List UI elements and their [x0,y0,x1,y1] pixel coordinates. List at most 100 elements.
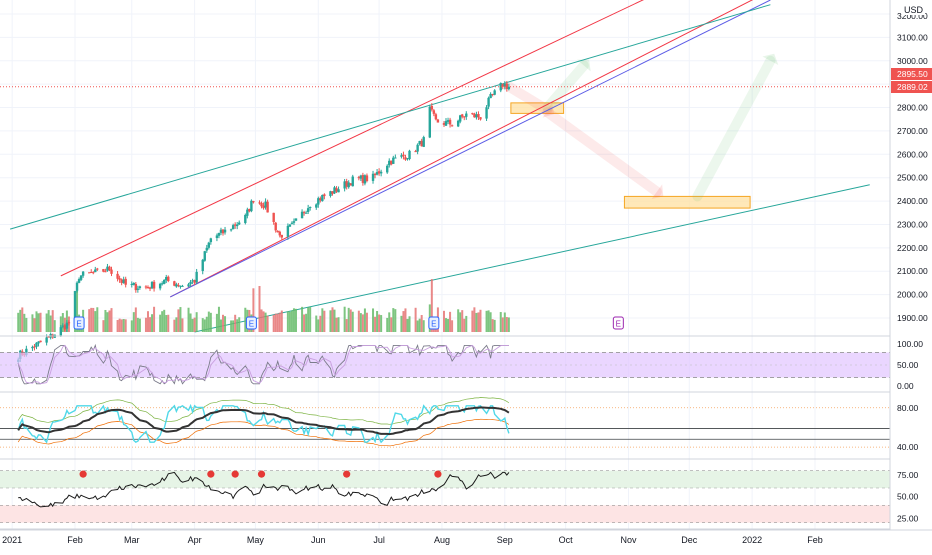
candle-body [475,114,478,118]
price-tick-label: 3000.00 [897,56,928,66]
volume-bar [159,314,162,332]
volume-bar [149,317,152,332]
candle-body [79,275,83,280]
candle-body [404,157,407,160]
candle-body [205,247,208,251]
volume-bar [416,320,419,332]
trend-line [9,4,771,230]
volume-bar [217,306,220,332]
volume-bar [361,314,364,332]
projection-arrow-head [651,184,664,200]
volume-bar [430,279,433,332]
stoch-tick-label: 100.00 [897,339,923,349]
volume-bar [96,307,99,332]
candle-body [138,286,142,288]
candle-body [65,322,69,329]
candle-body [461,114,464,117]
volume-bar [402,311,405,332]
price-tick-label: 3200.00 [897,11,928,21]
volume-bar [333,309,336,332]
candle-body [290,222,294,224]
volume-bar [207,311,210,332]
volume-bar [503,312,506,332]
time-tick-label: Jul [373,535,385,545]
osc-band-low [0,505,890,523]
candle-body [81,271,85,276]
time-tick-label: Nov [620,535,637,545]
volume-bar [25,317,28,332]
volume-bar [309,307,312,332]
time-tick-label: Feb [807,535,823,545]
volume-bar [175,317,178,332]
earnings-marker-label: E [249,320,254,329]
candle-body [179,285,182,287]
volume-bar [252,288,255,332]
candle-body [244,214,247,224]
volume-bar [45,313,48,332]
candle-body [379,171,383,174]
rsi-line [17,403,510,444]
volume-bar [305,313,308,332]
volume-bar [35,311,38,332]
stoch-k-line [17,343,509,385]
volume-bar [76,290,79,332]
volume-bar [499,312,502,332]
candle-body [359,175,363,179]
projection-arrow [692,55,776,202]
price-tick-label: 2500.00 [897,173,928,183]
candle-body [177,285,180,287]
candle-body [386,165,389,173]
volume-bar [372,308,375,332]
volume-bar [110,308,113,332]
candle-body [223,229,227,233]
volume-bar [408,316,411,332]
candle-body [479,117,482,120]
volume-bar [195,312,198,332]
volume-bar [386,317,389,332]
volume-bar [260,309,263,332]
volume-bar [349,309,352,332]
volume-bar [365,312,368,332]
volume-bar [288,311,291,332]
price-tick-label: 1900.00 [897,313,928,323]
candle-body [442,123,446,125]
candle-body [102,269,105,272]
candle-body [130,284,133,286]
volume-bar [201,318,204,332]
volume-bar [236,319,239,332]
candle-body [315,204,318,208]
volume-bar [374,316,377,332]
volume-bar [47,310,50,332]
candle-body [402,154,405,157]
price-tick-label: 2400.00 [897,196,928,206]
volume-bar [146,311,149,332]
time-tick-label: Feb [67,535,83,545]
candle-body [406,158,409,160]
candle-body [59,327,63,336]
price-tick-label: 2600.00 [897,149,928,159]
candle-body [77,279,81,283]
candle-body [252,201,255,203]
volume-bar [489,312,492,332]
candle-body [110,269,113,274]
volume-bar [118,318,121,332]
candle-body [365,175,369,182]
candle-body [323,194,326,197]
volume-bar [224,316,227,332]
projection-arrow [542,60,589,113]
candle-body [377,171,381,174]
volume-bar [331,307,334,332]
volume-bar [203,319,206,332]
volume-bar [457,309,460,332]
candle-body [229,229,233,231]
osc-tick-label: 25.00 [897,513,919,523]
candle-body [219,229,223,233]
volume-bar [209,312,212,332]
volume-bar [124,319,127,332]
candle-body [308,206,312,208]
candle-body [47,336,50,338]
volume-bar [388,312,391,332]
volume-bar [51,310,54,332]
volume-bar [130,320,133,332]
